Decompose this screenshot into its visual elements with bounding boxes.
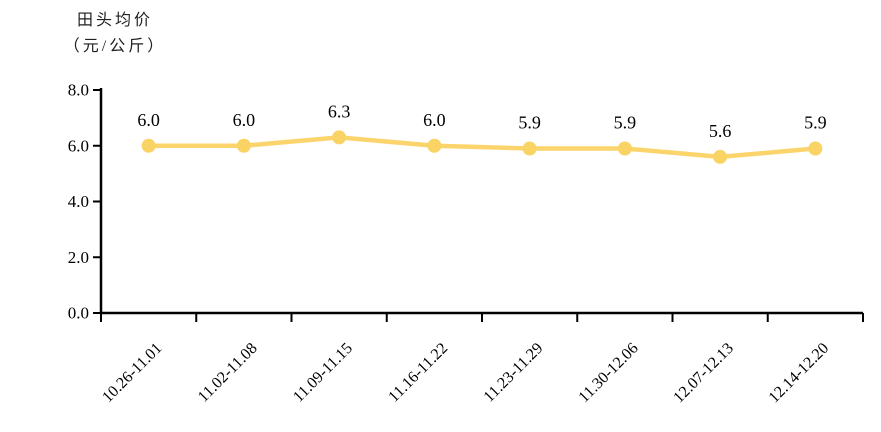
chart-title: 田头均价 （元/公斤） (42, 8, 188, 60)
data-point-label: 5.9 (804, 113, 827, 133)
data-point-marker (808, 141, 823, 156)
series-line (146, 135, 818, 160)
y-axis-tick-label: 2.0 (68, 248, 89, 267)
y-axis-tick-label: 8.0 (68, 81, 89, 100)
x-axis-category-label: 11.09-11.15 (290, 340, 356, 406)
x-axis-category-label: 10.26-11.01 (99, 340, 165, 406)
data-point-label: 5.9 (614, 113, 637, 133)
x-axis-category-label: 11.23-11.29 (481, 340, 547, 406)
chart-title-line1: 田头均价 (76, 12, 153, 29)
data-point-marker (713, 149, 728, 164)
data-point-marker (522, 141, 537, 156)
data-point-label: 6.0 (423, 110, 446, 130)
chart-title-line2: （元/公斤） (63, 38, 167, 55)
data-point-marker (427, 138, 442, 153)
x-axis-category-label: 11.30-12.06 (575, 340, 641, 406)
x-axis-category-label: 11.16-11.22 (385, 340, 451, 406)
data-point-label: 6.0 (233, 110, 256, 130)
data-point-label: 6.0 (137, 110, 160, 130)
x-axis-category-label: 11.02-11.08 (195, 340, 261, 406)
data-point-marker (617, 141, 632, 156)
data-point-label: 5.9 (518, 113, 541, 133)
data-point-label: 5.6 (709, 121, 732, 141)
data-point-marker (332, 130, 347, 145)
data-point-marker (141, 138, 156, 153)
y-axis-tick-label: 4.0 (68, 192, 89, 211)
y-axis-tick-label: 6.0 (68, 136, 89, 155)
axis-lines (99, 88, 863, 315)
x-axis-category-label: 12.14-12.20 (766, 340, 833, 407)
data-point-marker (236, 138, 251, 153)
x-axis-category-label: 12.07-12.13 (670, 340, 737, 407)
data-point-label: 6.3 (328, 101, 351, 121)
y-axis-tick-label: 0.0 (68, 304, 89, 323)
